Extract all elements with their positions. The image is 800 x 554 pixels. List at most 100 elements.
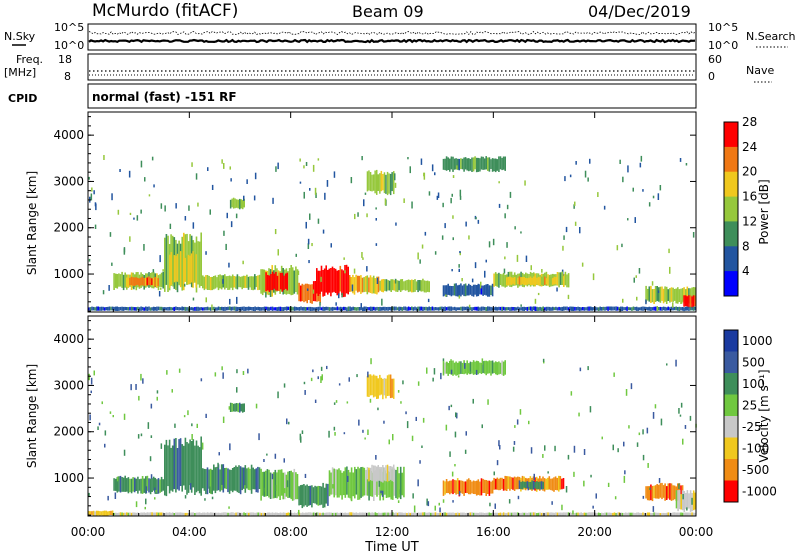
velocity-echo-cell xyxy=(194,445,196,495)
nave-tick-top: 60 xyxy=(708,53,722,66)
power-speckle-cell xyxy=(636,296,638,301)
power-echo-cell xyxy=(151,307,153,311)
power-echo-region-16 xyxy=(506,276,557,286)
power-echo-cell xyxy=(521,277,524,285)
velocity-echo-cell xyxy=(331,467,334,495)
power-speckle-cell xyxy=(567,294,570,300)
power-echo-cell xyxy=(496,307,499,311)
velocity-echo-cell xyxy=(428,512,430,516)
velocity-echo-cell xyxy=(243,403,245,412)
power-speckle-cell xyxy=(236,296,238,304)
velocity-echo-cell xyxy=(493,477,495,490)
power-echo-cell xyxy=(179,307,182,311)
power-speckle-cell xyxy=(417,252,419,260)
power-echo-cell xyxy=(149,277,152,286)
velocity-echo-cell xyxy=(374,470,377,495)
velocity-echo-cell xyxy=(678,489,681,510)
power-speckle-cell xyxy=(640,155,643,162)
power-speckle-cell xyxy=(627,165,629,173)
power-echo-cell xyxy=(208,307,210,311)
power-speckle-cell xyxy=(561,271,563,277)
velocity-echo-cell xyxy=(554,476,557,490)
velocity-speckle-cell xyxy=(303,381,306,385)
power-ytick-label-0: 1000 xyxy=(53,267,84,281)
power-echo-cell xyxy=(262,307,264,311)
power-speckle-cell xyxy=(351,284,354,292)
velocity-speckle-cell xyxy=(137,434,140,439)
velocity-echo-cell xyxy=(350,512,353,516)
noise-right-tick-bottom: 10^0 xyxy=(708,39,738,52)
power-echo-cell xyxy=(314,281,317,302)
velocity-speckle-cell xyxy=(412,493,414,499)
power-echo-cell xyxy=(355,274,357,291)
power-echo-cell xyxy=(480,285,483,295)
power-echo-cell xyxy=(190,307,193,311)
velocity-echo-cell xyxy=(344,512,347,516)
velocity-echo-cell xyxy=(230,469,232,491)
velocity-speckle-cell xyxy=(381,490,384,497)
power-speckle-cell xyxy=(335,302,337,306)
velocity-speckle-cell xyxy=(544,445,546,451)
nave-tick-bottom: 0 xyxy=(708,70,715,83)
velocity-echo-cell xyxy=(445,361,448,374)
velocity-echo-cell xyxy=(442,361,445,376)
power-echo-cell xyxy=(529,276,532,286)
velocity-echo-cell xyxy=(452,360,454,376)
power-echo-cell xyxy=(662,306,665,311)
velocity-speckle-cell xyxy=(426,367,428,374)
velocity-echo-cell xyxy=(371,464,373,481)
velocity-echo-cell xyxy=(298,486,300,506)
power-speckle-cell xyxy=(459,189,462,197)
velocity-speckle-cell xyxy=(573,445,576,453)
velocity-echo-cell xyxy=(289,512,291,516)
velocity-speckle-cell xyxy=(587,366,589,371)
velocity-echo-cell xyxy=(570,512,573,516)
power-echo-cell xyxy=(502,156,505,170)
power-echo-cell xyxy=(468,158,470,172)
power-echo-cell xyxy=(544,276,546,285)
velocity-echo-cell xyxy=(251,512,253,516)
velocity-cbar-seg-2 xyxy=(724,373,738,395)
power-echo-cell xyxy=(501,306,503,311)
velocity-speckle-cell xyxy=(209,486,211,493)
velocity-speckle-cell xyxy=(218,452,220,456)
velocity-echo-cell xyxy=(167,445,169,487)
velocity-echo-cell xyxy=(372,465,375,482)
power-speckle-cell xyxy=(685,163,688,166)
velocity-echo-cell xyxy=(274,512,277,516)
power-echo-cell xyxy=(175,255,177,282)
velocity-echo-cell xyxy=(299,485,302,505)
power-data-layer xyxy=(88,155,696,312)
velocity-speckle-cell xyxy=(533,473,535,480)
velocity-speckle-cell xyxy=(448,405,450,411)
velocity-echo-cell xyxy=(453,362,456,375)
velocity-speckle-cell xyxy=(579,367,582,372)
power-echo-cell xyxy=(309,284,312,304)
velocity-speckle-cell xyxy=(200,378,203,382)
velocity-echo-region-7 xyxy=(366,464,395,483)
power-echo-cell xyxy=(673,306,676,311)
velocity-echo-cell xyxy=(382,512,385,516)
velocity-speckle-cell xyxy=(642,429,644,435)
power-echo-cell xyxy=(449,306,451,311)
velocity-echo-cell xyxy=(472,480,475,494)
velocity-echo-cell xyxy=(612,512,614,516)
power-echo-cell xyxy=(387,306,389,311)
power-speckle-cell xyxy=(362,257,364,260)
power-echo-cell xyxy=(542,277,544,286)
power-echo-cell xyxy=(197,306,199,311)
velocity-echo-region-12 xyxy=(518,480,544,490)
power-echo-cell xyxy=(423,306,426,311)
beam-title: Beam 09 xyxy=(352,2,424,21)
power-echo-cell xyxy=(556,272,559,286)
velocity-echo-cell xyxy=(187,443,190,493)
velocity-echo-cell xyxy=(143,512,145,516)
power-echo-cell xyxy=(239,276,242,288)
power-echo-cell xyxy=(399,279,402,292)
velocity-echo-cell xyxy=(103,510,106,516)
power-echo-cell xyxy=(268,275,271,292)
power-speckle-cell xyxy=(587,177,589,182)
velocity-echo-cell xyxy=(328,470,331,497)
power-cbar-seg-6 xyxy=(724,271,738,297)
velocity-echo-cell xyxy=(346,512,348,516)
